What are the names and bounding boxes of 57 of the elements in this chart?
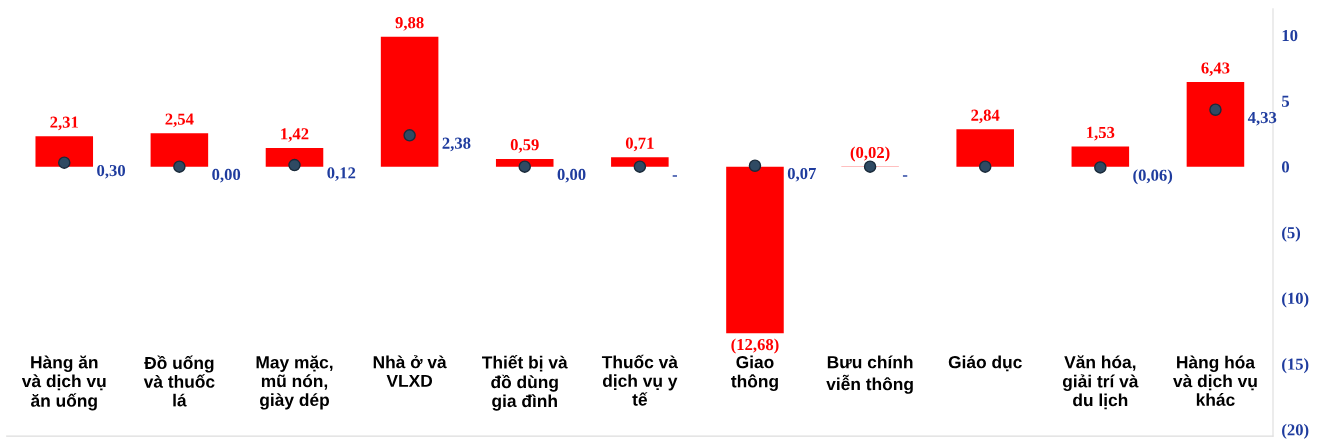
x-tick-label: Thuốc và dịch vụ y tế	[601, 354, 678, 406]
data-label: (12,68)	[731, 338, 779, 354]
point	[288, 158, 301, 172]
x-tick-label: Văn hóa, giải trí và du lịch	[1062, 355, 1139, 410]
point	[173, 160, 186, 173]
y-tick-label: 0	[1281, 161, 1290, 173]
data-label: 6,43	[1201, 62, 1230, 77]
data-label: 2,84	[971, 109, 1000, 124]
y-tick-label: 10	[1282, 29, 1298, 42]
bar	[956, 129, 1014, 167]
bar	[150, 133, 209, 167]
data-label: 1,53	[1087, 126, 1115, 141]
bar	[1186, 82, 1245, 167]
data-label: 2,31	[50, 116, 78, 131]
data-label: (0,06)	[1133, 169, 1173, 185]
data-label: 0,12	[327, 167, 356, 181]
x-tick-label: Hàng ăn và dịch vụ ăn uống	[21, 355, 106, 411]
bar	[380, 36, 439, 167]
x-tick-label: Thiết bị và đồ dùng gia đình	[482, 355, 568, 411]
y-tick-label: (20)	[1282, 423, 1309, 439]
bar	[265, 147, 324, 167]
x-tick-label: Giáo dục	[948, 355, 1022, 372]
x-tick-label: Bưu chính viễn thông	[826, 355, 913, 394]
data-label: 0,59	[510, 139, 539, 153]
data-label: 2,54	[165, 113, 194, 128]
point	[518, 160, 531, 173]
x-tick-label: Nhà ở và VLXD	[373, 355, 447, 387]
point	[978, 160, 992, 173]
point	[1209, 103, 1222, 116]
y-tick-label: (5)	[1282, 226, 1301, 242]
data-label: 1,42	[281, 128, 309, 142]
x-tick-label: Giao thông	[731, 355, 778, 391]
y-tick-label: (10)	[1282, 292, 1309, 308]
point	[403, 129, 416, 142]
bar	[35, 136, 94, 167]
x-tick-label: Hàng hóa và dịch vụ khác	[1173, 355, 1257, 406]
x-tick-label: May mặc, mũ nón, giày dép	[256, 355, 333, 410]
data-label: -	[902, 175, 908, 177]
data-label: (0,02)	[850, 146, 890, 162]
bar	[1071, 146, 1130, 167]
data-label: -	[672, 175, 678, 177]
point	[748, 159, 762, 172]
point	[1094, 161, 1107, 174]
point	[58, 156, 71, 169]
data-label: 4,33	[1247, 111, 1277, 126]
x-tick-label: Đồ uống và thuốc lá	[143, 355, 215, 407]
data-label: 2,38	[442, 137, 471, 152]
data-label: 0,30	[97, 164, 126, 179]
data-label: 9,88	[395, 17, 424, 31]
point	[633, 160, 647, 173]
data-label: 0,71	[625, 137, 654, 152]
data-label: 0,00	[212, 168, 241, 183]
bar	[726, 166, 784, 334]
y-tick-label: (15)	[1282, 358, 1309, 374]
data-label: 0,00	[557, 168, 586, 183]
y-tick-label: 5	[1282, 95, 1290, 107]
data-label: 0,07	[787, 167, 816, 182]
